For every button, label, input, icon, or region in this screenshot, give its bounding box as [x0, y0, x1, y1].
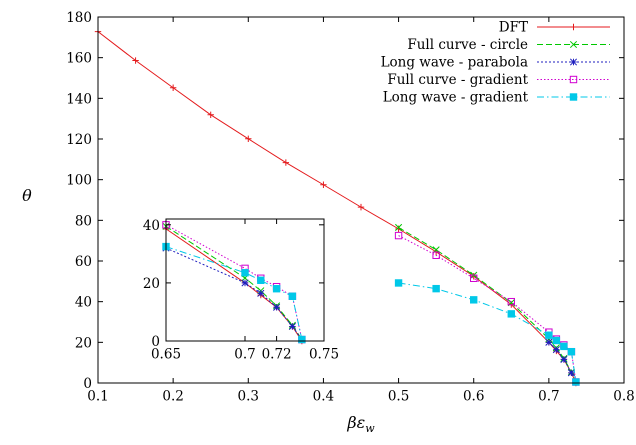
inset-y-tick-label: 40: [143, 218, 160, 234]
main-point-dft: [169, 84, 177, 91]
main-y-tick-label: 80: [75, 213, 92, 229]
main-point-full-curve-gradient: [432, 251, 440, 260]
legend-marker: [569, 58, 578, 66]
main-point-dft: [132, 57, 139, 64]
main-y-tick-label: 100: [66, 173, 92, 189]
inset-line-dft: [165, 228, 303, 342]
main-point-long-wave-gradient: [394, 279, 403, 287]
main-point-long-wave-gradient: [470, 296, 478, 304]
main-point-dft: [245, 135, 252, 142]
inset-line-long-wave-gradient: [165, 246, 303, 340]
main-plot: 0.1 0.2 0.3 0.4 0.5 0.6 0.7 0.8 0 20 40 60 80 100 120 1…: [66, 10, 635, 405]
inset-x-tick-label: 0.72: [262, 347, 292, 363]
legend-entry-dft: DFT: [499, 20, 610, 36]
main-y-tick-label: 120: [66, 132, 92, 148]
legend-label: Long wave - gradient: [383, 90, 529, 106]
legend-marker: [570, 23, 577, 31]
inset-plot: 0.65 0.7 0.72 0.75 0 20 40: [143, 218, 339, 363]
inset-point-long-wave-gradient: [288, 292, 297, 300]
legend-entry-long-wave-parabola: Long wave - parabola: [381, 55, 610, 71]
inset-x-tick-label: 0.7: [234, 347, 255, 363]
main-point-full-curve-gradient: [507, 297, 515, 306]
main-point-dft: [357, 203, 365, 211]
y-axis-label: θ: [22, 186, 32, 205]
x-axis-label-main: βε: [346, 413, 365, 432]
legend-entry-long-wave-gradient: Long wave - gradient: [383, 90, 610, 106]
main-point-long-wave-gradient: [560, 342, 568, 351]
main-point-long-wave-gradient: [432, 284, 440, 293]
x-axis-label: βεw: [346, 413, 375, 435]
main-point-long-wave-parabola: [567, 369, 575, 377]
inset-point-long-wave-gradient: [241, 269, 249, 277]
main-y-tick-label: 0: [83, 376, 92, 392]
main-point-dft: [207, 111, 214, 119]
main-x-tick-label: 0.7: [538, 389, 559, 405]
main-point-dft: [320, 181, 327, 188]
main-y-tick-label: 140: [66, 91, 92, 107]
main-ticks: 0.1 0.2 0.3 0.4 0.5 0.6 0.7 0.8 0 20 40 60 80 100 120 1…: [66, 10, 635, 405]
legend-entry-full-curve-gradient: Full curve - gradient: [387, 72, 610, 88]
inset-x-tick-label: 0.75: [309, 347, 339, 363]
main-point-long-wave-parabola: [560, 355, 568, 363]
main-x-tick-label: 0.6: [463, 389, 484, 405]
main-line-long-wave-parabola: [548, 341, 577, 383]
main-line-full-curve-circle: [398, 227, 577, 383]
inset-y-tick-label: 20: [143, 276, 160, 292]
main-y-tick-label: 60: [75, 254, 92, 270]
main-series-long-wave-gradient: [394, 279, 580, 386]
legend-label: DFT: [499, 20, 528, 36]
main-point-long-wave-parabola: [545, 338, 553, 346]
main-point-long-wave-gradient: [545, 331, 553, 339]
main-y-tick-label: 40: [75, 295, 92, 311]
inset-point-long-wave-gradient: [257, 276, 265, 284]
main-x-tick-label: 0.3: [238, 389, 259, 405]
inset-x-tick-label: 0.65: [151, 347, 181, 363]
inset-series-long-wave-gradient: [162, 242, 306, 344]
inset-point-long-wave-parabola: [288, 322, 296, 331]
main-y-tick-label: 160: [66, 51, 92, 67]
main-y-tick-label: 20: [75, 335, 92, 351]
inset-point-long-wave-parabola: [273, 303, 281, 311]
inset-point-long-wave-gradient: [272, 285, 281, 293]
main-series-layer: [94, 28, 580, 387]
main-plot-frame: [97, 16, 625, 384]
main-point-long-wave-gradient: [552, 336, 561, 345]
legend-label: Long wave - parabola: [381, 55, 528, 71]
main-y-tick-label: 180: [66, 10, 92, 26]
main-point-long-wave-gradient: [507, 310, 515, 318]
inset-y-tick-label: 0: [151, 334, 160, 350]
main-point-full-curve-circle: [395, 223, 403, 232]
x-axis-label-subscript: w: [365, 422, 375, 435]
main-point-full-curve-gradient: [394, 231, 403, 240]
main-x-tick-label: 0.1: [87, 389, 108, 405]
main-point-long-wave-parabola: [552, 346, 560, 354]
legend-entry-full-curve-circle: Full curve - circle: [407, 37, 610, 53]
legend-marker: [569, 93, 578, 101]
inset-point-long-wave-parabola: [241, 279, 249, 287]
inset-series-layer: [162, 221, 306, 345]
main-x-tick-label: 0.2: [162, 389, 183, 405]
legend-marker: [569, 40, 578, 49]
legend-marker: [569, 75, 578, 84]
main-x-tick-label: 0.8: [613, 389, 634, 405]
main-point-dft: [282, 159, 290, 166]
main-point-full-curve-gradient: [470, 274, 478, 282]
inset-point-long-wave-gradient: [298, 335, 306, 344]
inset-ticks: 0.65 0.7 0.72 0.75 0 20 40: [143, 218, 339, 363]
main-x-tick-label: 0.4: [313, 389, 334, 405]
main-point-long-wave-gradient: [567, 347, 576, 356]
legend-label: Full curve - circle: [407, 37, 528, 53]
inset-point-long-wave-parabola: [257, 289, 265, 297]
main-x-tick-label: 0.5: [388, 389, 409, 405]
legend-label: Full curve - gradient: [387, 72, 528, 88]
main-point-long-wave-gradient: [572, 378, 580, 386]
